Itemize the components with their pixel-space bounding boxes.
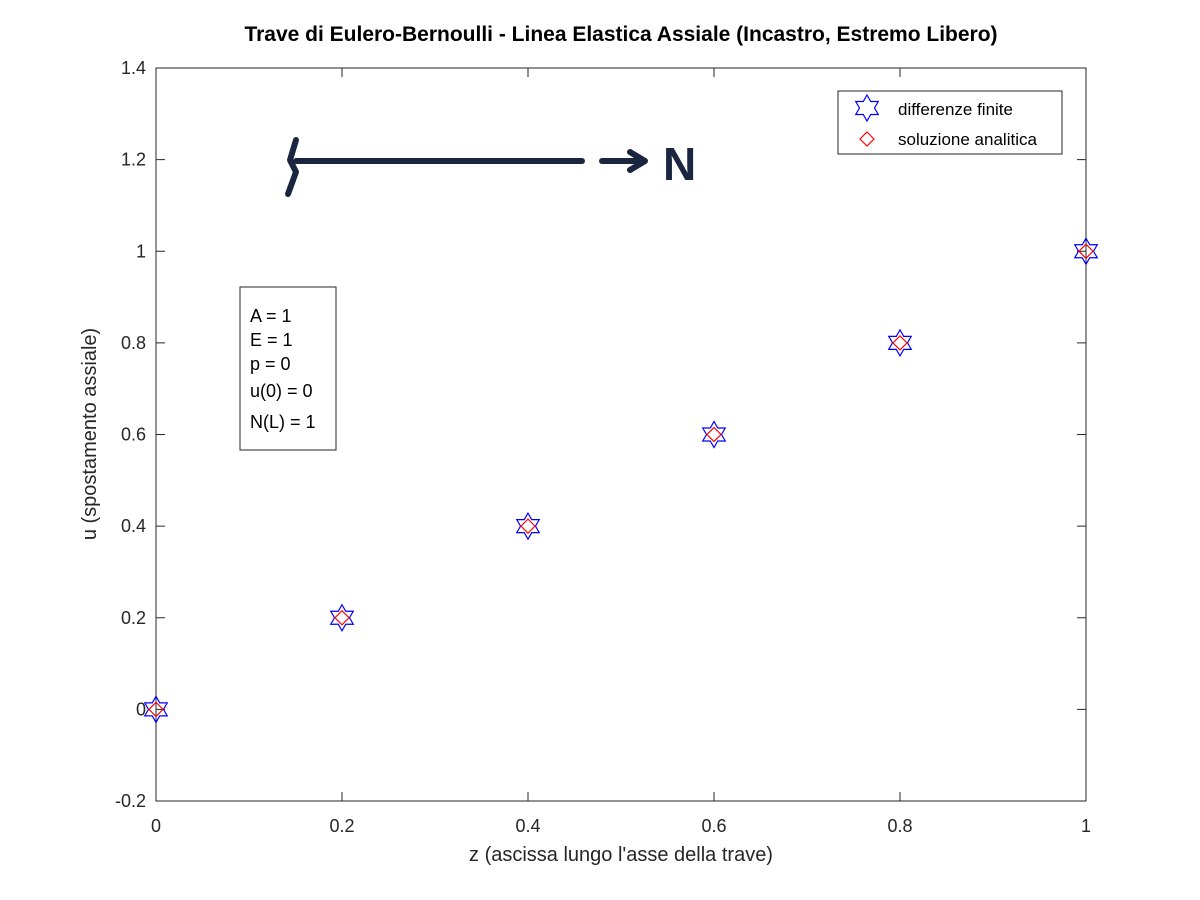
y-tick-label: 0.4 [121, 516, 146, 536]
analytic-solution-point [1078, 243, 1094, 260]
finite-difference-point [1073, 237, 1099, 266]
y-tick-label: 0 [136, 699, 146, 719]
param-load: p = 0 [250, 354, 291, 374]
finite-difference-point [701, 420, 727, 449]
beam-sketch: N [285, 137, 696, 197]
series-soluzione-analitica [148, 243, 1094, 718]
finite-difference-point [887, 328, 913, 358]
y-tick-label: -0.2 [115, 791, 146, 811]
legend-label-soluzione-analitica: soluzione analitica [898, 130, 1037, 149]
x-tick-label: 0.8 [887, 816, 912, 836]
finite-difference-point [143, 695, 169, 724]
analytic-solution-point [148, 701, 164, 718]
finite-difference-point [515, 511, 541, 541]
force-arrowhead-icon [627, 149, 648, 173]
y-tick-label: 0.2 [121, 608, 146, 628]
legend: differenze finite soluzione analitica [837, 90, 1063, 155]
y-tick-label: 1 [136, 241, 146, 261]
analytic-solution-point [520, 518, 536, 534]
parameters-box: A = 1 E = 1 p = 0 u(0) = 0 N(L) = 1 [239, 286, 337, 451]
parameters-box-frame [239, 286, 337, 451]
param-bc-force: N(L) = 1 [250, 412, 316, 432]
analytic-solution-point [334, 609, 350, 626]
x-tick-label: 0.6 [701, 816, 726, 836]
param-area: A = 1 [250, 306, 292, 326]
param-modulus: E = 1 [250, 330, 293, 350]
param-bc-displacement: u(0) = 0 [250, 381, 313, 401]
x-tick-label: 0.2 [329, 816, 354, 836]
hexagram-marker-icon [854, 93, 880, 123]
analytic-solution-point [706, 426, 722, 443]
x-tick-label: 0.4 [515, 816, 540, 836]
legend-marker-differenze-finite [854, 93, 880, 123]
axis-ticks [155, 67, 1087, 802]
x-tick-label: 1 [1081, 816, 1091, 836]
legend-label-differenze-finite: differenze finite [898, 100, 1013, 119]
analytic-solution-point [892, 335, 908, 351]
x-tick-label: 0 [151, 816, 161, 836]
finite-difference-point [329, 603, 355, 632]
y-tick-labels: -0.2 0 0.2 0.4 0.6 0.8 1 1.2 1.4 [115, 58, 146, 811]
clamp-support-icon [285, 137, 299, 197]
y-tick-label: 0.8 [121, 333, 146, 353]
diamond-marker-icon [859, 131, 875, 147]
chart-title: Trave di Eulero-Bernoulli - Linea Elasti… [244, 23, 997, 46]
x-axis-label: z (ascissa lungo l'asse della trave) [469, 844, 773, 866]
legend-marker-soluzione-analitica [859, 131, 875, 147]
series-differenze-finite [143, 237, 1099, 724]
y-tick-label: 0.6 [121, 425, 146, 445]
y-tick-label: 1.4 [121, 58, 146, 78]
force-label: N [663, 138, 696, 190]
x-tick-labels: 0 0.2 0.4 0.6 0.8 1 [151, 816, 1091, 836]
y-tick-label: 1.2 [121, 150, 146, 170]
y-axis-label: u (spostamento assiale) [79, 328, 101, 540]
